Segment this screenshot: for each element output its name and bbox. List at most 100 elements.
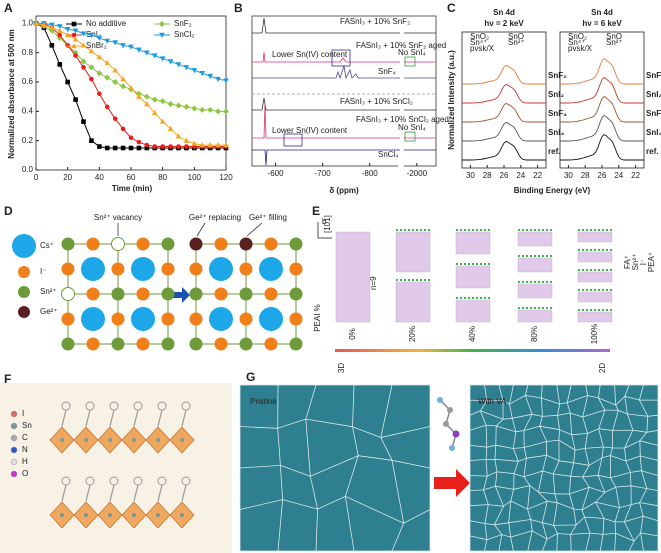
legend-label: C (22, 433, 28, 442)
marker (207, 106, 214, 113)
ring (133, 401, 143, 411)
spectrum-trace (462, 121, 546, 142)
legend-label: SnCl₂ (174, 30, 194, 39)
trace (252, 149, 436, 166)
sn-site (161, 237, 175, 251)
i-ion (239, 262, 253, 276)
marker (168, 144, 173, 149)
sn-site (61, 237, 75, 251)
trace-label: ref. (646, 147, 658, 156)
ring (61, 476, 71, 486)
marker (49, 43, 55, 48)
x-tick-label: 120 (219, 173, 233, 182)
panel-letter: C (447, 1, 456, 15)
marker (144, 101, 150, 107)
i-ion (161, 312, 175, 326)
i-ion (86, 337, 100, 351)
marker (207, 73, 213, 80)
trace (252, 103, 436, 139)
x-tick-label: -2000 (407, 169, 428, 178)
cs-ion (131, 307, 155, 331)
legend-label: No additive (86, 19, 127, 28)
inorganic-layer (517, 231, 553, 247)
x-tick-label: 30 (564, 171, 573, 180)
inorganic-layer (577, 291, 613, 303)
i-ion (189, 312, 203, 326)
sn-site (161, 337, 175, 351)
atom (132, 438, 136, 442)
molecule (437, 397, 460, 451)
marker (136, 93, 142, 99)
marker (96, 54, 103, 60)
trace-label: SnCl₄ (378, 150, 399, 159)
inorganic-layer (577, 311, 613, 323)
x-tick-label: 60 (127, 173, 136, 182)
marker (136, 145, 142, 151)
legend-label: PEA⁺ (647, 252, 656, 272)
legend-label: O (22, 469, 28, 478)
panel-letter: D (4, 204, 13, 218)
organic-chain (61, 409, 67, 427)
nmr-traces (251, 15, 437, 167)
fraction-label: 80% (530, 326, 539, 342)
x-tick-label: 20 (63, 173, 72, 182)
legend-label: I⁻ (40, 267, 46, 276)
gradient-bar (335, 349, 610, 352)
legend-marker (18, 286, 30, 298)
trace-label: FASnI₃ + 10% SnF₂ (340, 17, 410, 26)
arrow (434, 469, 470, 497)
annotation: Lower Sn(IV) content (272, 126, 348, 135)
spectrum-trace (560, 133, 644, 161)
i-ion (264, 337, 278, 351)
x-tick-label: 26 (598, 171, 607, 180)
legend-label: FA⁺ (623, 255, 632, 269)
annotation: No SnI₄ (398, 123, 426, 132)
legend-label: Sn²⁺ (40, 287, 57, 296)
x-tick-label: 0 (34, 173, 39, 182)
image-label: Pristine (250, 397, 277, 406)
atom (108, 513, 112, 517)
legend-label: I (22, 409, 24, 418)
marker (136, 139, 142, 145)
fraction-label: 100% (590, 324, 599, 344)
subplot-title: Sn 4d (591, 8, 613, 17)
subplot-title: Sn 4d (493, 8, 515, 17)
legend-label: pvsk/X (568, 44, 593, 53)
legend-label: Sn²⁺ (508, 38, 525, 47)
atom (108, 438, 112, 442)
organic-chain (85, 409, 91, 427)
i-ion (289, 262, 303, 276)
x-axis-label: Time (min) (112, 184, 153, 193)
spectrum-trace (560, 95, 644, 123)
marker (88, 64, 95, 71)
arrow (172, 287, 190, 303)
spectrum-trace (560, 76, 644, 104)
marker (191, 105, 198, 112)
atom (60, 438, 64, 442)
marker (49, 24, 55, 30)
highlight-box (404, 56, 416, 67)
highlight-box (404, 131, 416, 142)
marker (104, 74, 111, 81)
fraction-label: 20% (408, 326, 417, 342)
panel-letter: A (4, 1, 13, 15)
sn-site (111, 287, 125, 301)
i-ion (214, 337, 228, 351)
marker (159, 56, 166, 62)
sn-site (189, 237, 203, 251)
inorganic-layer (455, 265, 491, 289)
i-ion (136, 237, 150, 251)
marker (64, 27, 71, 33)
marker (199, 106, 206, 113)
marker (120, 43, 126, 49)
fraction-label: 0% (348, 328, 357, 340)
x-tick-label: 28 (581, 171, 590, 180)
marker (57, 32, 63, 38)
marker (215, 108, 222, 115)
image-label: With VA (478, 397, 507, 406)
inorganic-layer (577, 251, 613, 263)
sn-site (111, 237, 125, 251)
callout: Sn²⁺ vacancy (94, 213, 142, 222)
axis-glyph-label: b (322, 217, 327, 226)
highlight-box (331, 49, 351, 67)
